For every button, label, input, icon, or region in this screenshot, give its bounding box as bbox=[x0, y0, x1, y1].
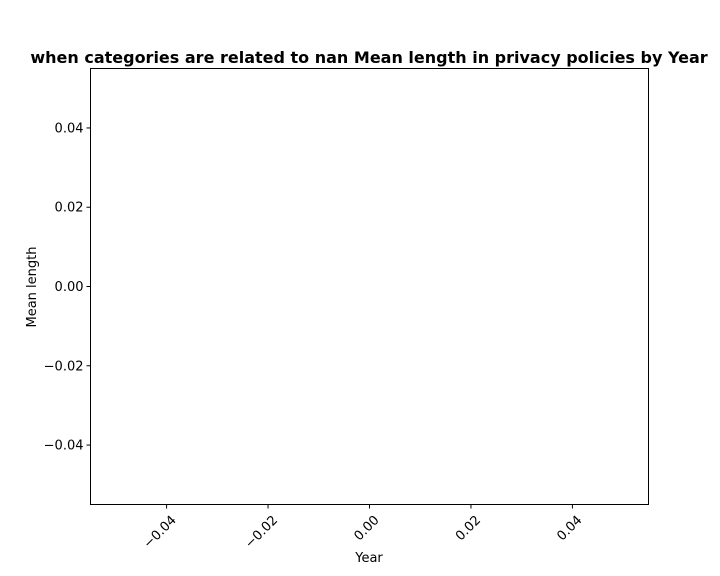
x-tick-label: 0.02 bbox=[453, 513, 484, 544]
x-tick-label: −0.02 bbox=[242, 513, 281, 552]
y-tick-label: −0.04 bbox=[44, 439, 84, 454]
chart-title: when categories are related to nan Mean … bbox=[30, 48, 707, 67]
y-axis-label: Mean length bbox=[25, 247, 40, 328]
y-tick-label: −0.02 bbox=[44, 359, 84, 374]
y-tick-label: 0.04 bbox=[55, 121, 84, 136]
x-tick-label: 0.04 bbox=[554, 513, 585, 544]
x-axis-ticks: −0.04 −0.02 0.00 0.02 0.04 bbox=[141, 504, 585, 552]
x-tick-label: 0.00 bbox=[351, 513, 382, 544]
y-axis-ticks: −0.04 −0.02 0.00 0.02 0.04 bbox=[44, 121, 91, 454]
y-tick-label: 0.00 bbox=[55, 280, 84, 295]
plot-area bbox=[90, 68, 649, 505]
x-axis-label: Year bbox=[354, 551, 383, 566]
y-tick-label: 0.02 bbox=[55, 201, 84, 216]
x-tick-label: −0.04 bbox=[141, 513, 180, 552]
